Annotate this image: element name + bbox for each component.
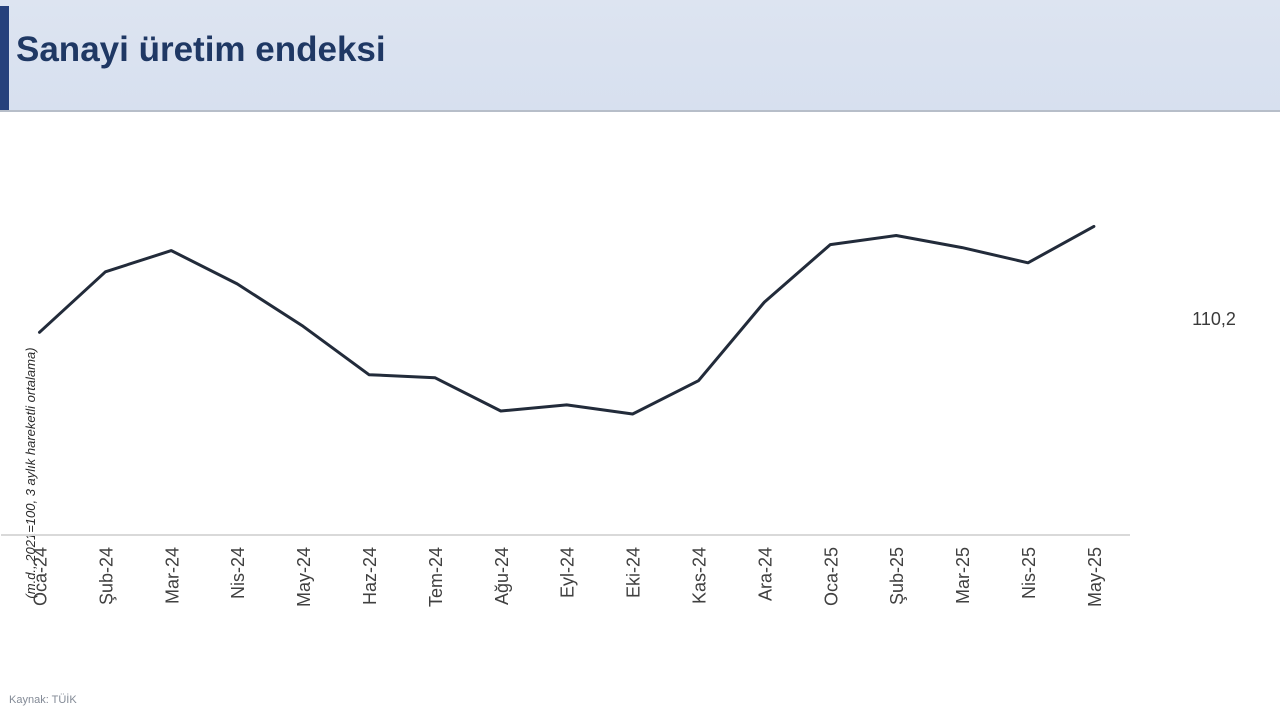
x-tick-label: Haz-24 <box>360 547 380 605</box>
source-note: Kaynak: TÜİK <box>9 694 77 706</box>
x-tick-label: Nis-24 <box>228 547 248 599</box>
x-tick-label: Kas-24 <box>690 547 710 604</box>
x-tick-label: Eyl-24 <box>558 547 578 598</box>
x-tick-label: May-25 <box>1085 547 1105 607</box>
x-tick-label: Tem-24 <box>426 547 446 607</box>
x-tick-label: Mar-24 <box>162 547 182 604</box>
x-tick-label: Mar-25 <box>953 547 973 604</box>
x-tick-label: Eki-24 <box>624 547 644 598</box>
x-tick-label: Ağu-24 <box>492 547 512 605</box>
x-tick-label: Şub-25 <box>887 547 907 605</box>
header-band: Sanayi üretim endeksi <box>0 0 1280 112</box>
page-title: Sanayi üretim endeksi <box>16 30 386 69</box>
x-tick-label: Ara-24 <box>755 547 775 601</box>
x-tick-label: Oca-25 <box>821 547 841 606</box>
chart-area: (m.d., 2021=100, 3 aylık hareketli ortal… <box>0 112 1280 720</box>
line-chart: 100102104106108110112Oca-24Şub-24Mar-24N… <box>1 224 1130 607</box>
x-tick-label: May-24 <box>294 547 314 607</box>
last-point-data-label: 110,2 <box>1192 309 1236 329</box>
x-tick-label: Şub-24 <box>96 547 116 605</box>
x-tick-label: Nis-25 <box>1019 547 1039 599</box>
data-line <box>38 224 1096 416</box>
accent-bar <box>0 6 9 110</box>
x-tick-label: Oca-24 <box>31 547 51 606</box>
